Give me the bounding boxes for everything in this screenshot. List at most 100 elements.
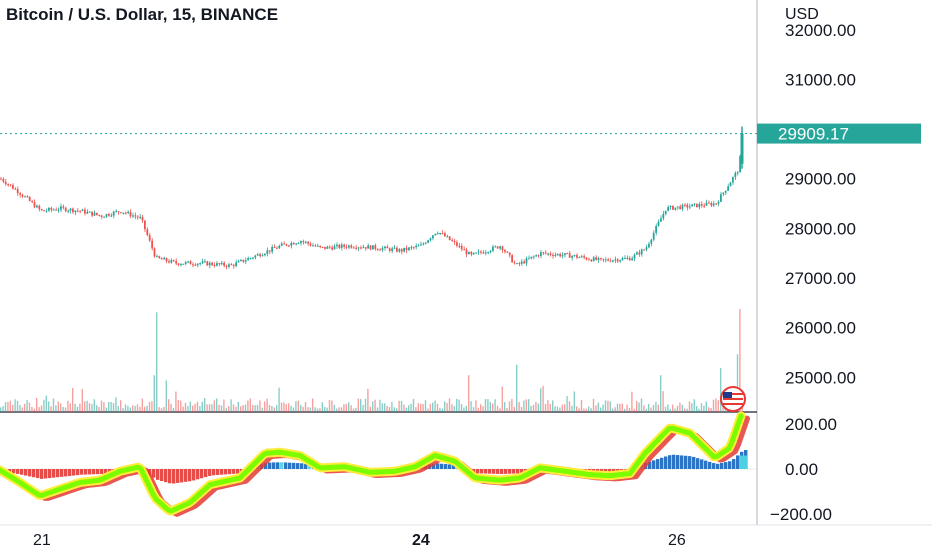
volume-bar (386, 406, 388, 412)
volume-bar (208, 404, 211, 412)
candle-body (609, 260, 612, 262)
oscillator-histogram-bar (448, 464, 452, 469)
candle-body (244, 260, 247, 262)
candle-body (108, 213, 110, 216)
oscillator-histogram-bar (696, 458, 700, 469)
volume-bar (297, 400, 299, 412)
candle-body (0, 178, 2, 180)
candle-body (542, 252, 545, 254)
candle-body (700, 203, 703, 206)
oscillator-histogram-bar (660, 457, 664, 469)
candle-body (240, 259, 242, 261)
time-tick-label: 26 (668, 532, 686, 549)
volume-bar (472, 407, 475, 412)
candle-body (585, 257, 588, 260)
candle-body (355, 247, 357, 249)
candle-body (14, 188, 17, 190)
oscillator-histogram-bar (684, 455, 688, 469)
oscillator-histogram-bar (216, 469, 220, 475)
volume-bar (516, 364, 518, 412)
volume-bar (662, 391, 664, 412)
candle-body (631, 258, 633, 261)
volume-bar (427, 408, 429, 412)
candle-body (93, 212, 96, 216)
volume-bar (187, 406, 189, 412)
candle-body (703, 205, 705, 207)
volume-bar (302, 406, 304, 412)
oscillator-histogram-bar (80, 469, 84, 475)
oscillator-histogram-bar (236, 469, 240, 474)
oscillator-histogram-bar (664, 456, 668, 469)
candle-body (492, 246, 494, 251)
candle-body (182, 263, 185, 265)
volume-bar (343, 404, 345, 412)
candle-body (84, 209, 86, 214)
candle-body (715, 203, 717, 205)
candle-body (638, 252, 641, 255)
volume-bar (136, 404, 139, 412)
oscillator-histogram-bar (432, 463, 436, 469)
candle-body (122, 212, 125, 214)
us-flag-icon[interactable] (720, 386, 746, 412)
candle-body (693, 203, 696, 205)
oscillator-histogram-bar (176, 469, 180, 483)
candle-body (590, 259, 593, 262)
volume-bar (134, 405, 136, 412)
candle-body (547, 253, 549, 255)
candle-body (228, 264, 230, 267)
candle-body (734, 172, 737, 178)
candle-body (552, 254, 554, 256)
candle-body (268, 250, 271, 252)
volume-bar (160, 408, 163, 412)
oscillator-histogram-bar (608, 469, 612, 473)
candle-body (208, 262, 211, 266)
candle-body (33, 202, 36, 208)
volume-bar (60, 403, 62, 412)
candle-body (309, 243, 312, 246)
volume-bar (331, 400, 333, 412)
candle-body (374, 245, 377, 249)
oscillator-histogram-bar (308, 464, 312, 469)
volume-bar (585, 408, 587, 412)
volume-bar (540, 388, 542, 412)
volume-bar (362, 405, 364, 412)
oscillator-histogram-bar (224, 469, 228, 475)
candle-body (422, 243, 425, 245)
volume-bar (324, 406, 326, 412)
candle-body (648, 243, 650, 248)
volume-bar (285, 404, 287, 412)
volume-bar (448, 398, 451, 412)
volume-bar (700, 403, 703, 412)
candle-body (441, 233, 444, 235)
volume-bar (175, 391, 177, 412)
volume-bar (28, 402, 31, 412)
volume-bar (628, 407, 631, 412)
oscillator-histogram-bar (712, 463, 716, 469)
candle-body (604, 259, 607, 261)
volume-bar (400, 400, 403, 412)
volume-bar (631, 391, 633, 412)
candle-body (336, 244, 338, 247)
volume-bar (194, 403, 196, 412)
volume-bar (206, 404, 208, 412)
candle-body (722, 192, 725, 195)
volume-bar (580, 399, 583, 412)
candle-body (439, 233, 441, 235)
candle-body (136, 216, 139, 218)
volume-bar (391, 401, 393, 412)
volume-bar (722, 403, 724, 412)
candle-body (88, 211, 91, 213)
oscillator-histogram-bar (168, 469, 172, 484)
candle-body (415, 245, 417, 248)
candle-body (86, 211, 89, 214)
candle-body (379, 249, 381, 251)
volume-bar (506, 407, 508, 412)
candle-body (38, 205, 41, 210)
oscillator-histogram-bar (300, 463, 304, 469)
price-candles (0, 126, 744, 270)
volume-bar (278, 387, 280, 412)
oscillator-histogram-bar (36, 469, 40, 479)
candle-body (388, 248, 391, 251)
candle-body (556, 253, 559, 255)
